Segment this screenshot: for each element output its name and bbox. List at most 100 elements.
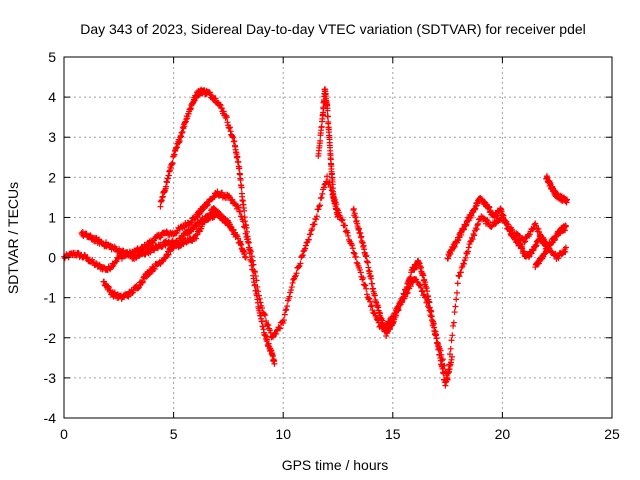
data-point <box>193 223 200 230</box>
series-track-g <box>444 195 550 262</box>
data-point <box>291 273 298 280</box>
data-point <box>335 213 341 220</box>
y-tick-label: -4 <box>44 410 57 426</box>
data-point <box>179 235 186 242</box>
data-point <box>452 303 459 310</box>
data-point <box>362 282 369 289</box>
data-point <box>313 213 320 220</box>
data-point <box>366 295 373 302</box>
data-point <box>235 204 242 211</box>
data-point <box>264 336 271 343</box>
y-tick-label: -3 <box>44 370 57 386</box>
data-point <box>492 220 499 227</box>
data-point <box>289 279 296 286</box>
data-point <box>237 177 244 184</box>
data-point <box>324 107 331 114</box>
series-track-e <box>315 86 341 220</box>
data-point <box>350 205 357 212</box>
data-point <box>357 269 364 276</box>
data-point <box>448 337 455 344</box>
data-point <box>309 225 316 232</box>
y-tick-label: -2 <box>44 330 57 346</box>
data-point <box>135 284 142 291</box>
data-point <box>169 159 176 166</box>
data-point <box>224 119 231 126</box>
data-point <box>284 303 291 310</box>
x-tick-label: 5 <box>170 426 178 442</box>
series-track-d <box>100 208 238 302</box>
data-point <box>353 253 360 260</box>
data-point <box>450 322 457 329</box>
data-point <box>471 232 478 239</box>
data-point <box>207 91 214 98</box>
data-point <box>217 102 224 109</box>
plot-frame <box>63 56 613 419</box>
data-point <box>318 194 325 201</box>
data-point <box>350 249 357 256</box>
data-point <box>302 245 309 252</box>
data-point <box>151 265 158 272</box>
data-point <box>395 307 402 314</box>
data-point <box>249 266 256 273</box>
data-point <box>227 223 234 230</box>
y-tick-label: -1 <box>44 290 57 306</box>
data-point <box>317 137 324 144</box>
data-point <box>522 238 529 245</box>
data-point <box>324 173 331 180</box>
data-point <box>464 248 471 255</box>
data-point <box>319 190 326 197</box>
data-point <box>248 253 255 260</box>
x-tick-label: 20 <box>495 426 511 442</box>
data-point <box>150 264 157 271</box>
data-point <box>230 138 237 145</box>
data-point <box>435 345 442 352</box>
data-point <box>447 345 454 352</box>
data-point <box>196 228 203 235</box>
data-point <box>457 269 464 276</box>
data-point <box>318 123 325 130</box>
data-point <box>236 165 243 172</box>
data-point <box>212 95 219 102</box>
y-tick-label: 0 <box>48 250 56 266</box>
data-point <box>186 230 193 237</box>
data-point <box>562 248 569 255</box>
data-point <box>288 287 295 294</box>
data-point <box>297 260 304 267</box>
data-point <box>87 232 94 239</box>
data-point <box>351 250 358 257</box>
data-point <box>231 229 238 236</box>
data-point <box>244 233 251 240</box>
data-point <box>470 230 477 237</box>
data-point <box>469 236 476 243</box>
data-point <box>307 231 314 238</box>
data-point <box>229 133 236 140</box>
data-point <box>227 128 234 135</box>
data-point <box>265 321 272 328</box>
data-point <box>237 208 244 215</box>
data-point <box>173 230 180 237</box>
data-point <box>280 317 287 324</box>
chart-title: Day 343 of 2023, Sidereal Day-to-day VTE… <box>80 21 586 37</box>
data-point <box>461 260 468 267</box>
data-point <box>407 283 414 290</box>
data-point <box>451 309 458 316</box>
y-tick-label: 5 <box>48 49 56 65</box>
data-point <box>252 281 259 288</box>
data-point <box>421 291 428 298</box>
data-point <box>277 325 284 332</box>
data-point <box>316 202 323 209</box>
data-point <box>349 245 356 252</box>
data-point <box>475 220 482 227</box>
data-point <box>449 332 456 339</box>
data-point <box>231 138 238 145</box>
series-track-f <box>350 205 455 389</box>
data-point <box>426 299 433 306</box>
data-point <box>448 353 455 360</box>
data-point <box>428 307 435 314</box>
data-point <box>342 222 349 229</box>
data-point <box>324 113 331 120</box>
data-point <box>345 232 352 239</box>
data-point <box>271 360 278 367</box>
x-axis-label: GPS time / hours <box>282 457 389 473</box>
data-point <box>367 298 374 305</box>
